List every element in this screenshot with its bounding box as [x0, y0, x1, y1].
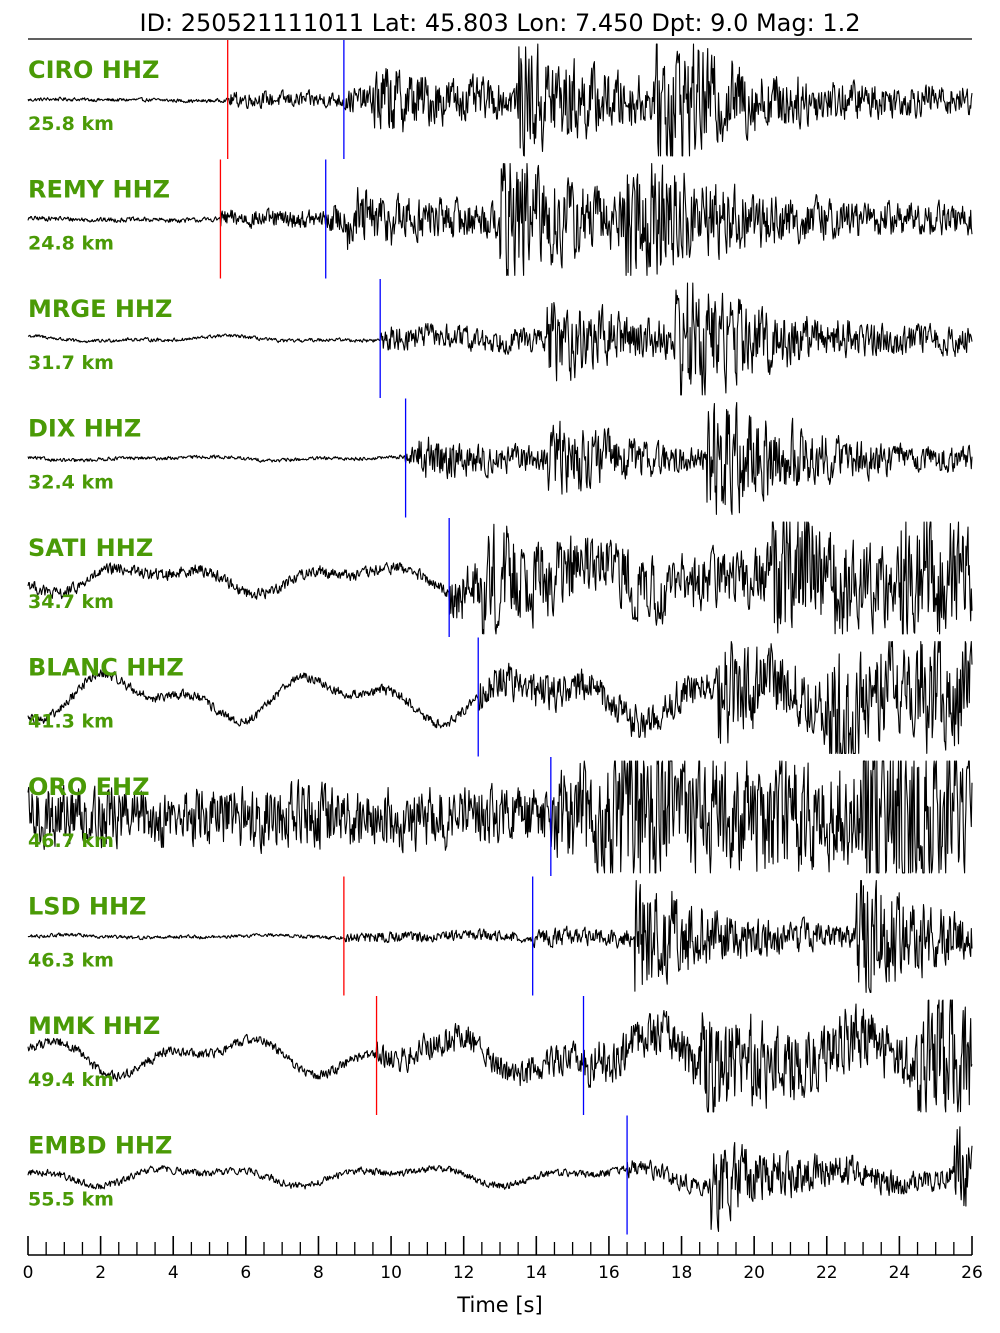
station-distance: 34.7 km: [28, 591, 114, 613]
chart-title: ID: 250521111011 Lat: 45.803 Lon: 7.450 …: [139, 9, 860, 37]
station-name: SATI HHZ: [28, 534, 153, 562]
x-tick-label: 2: [95, 1263, 106, 1283]
station-distance: 32.4 km: [28, 472, 114, 494]
station-distance: 55.5 km: [28, 1189, 114, 1211]
station-distance: 46.3 km: [28, 950, 114, 972]
waveform-trace: [27, 880, 973, 993]
x-axis-label: Time [s]: [456, 1293, 542, 1317]
waveform-trace: [27, 999, 973, 1113]
waveform-trace: [27, 43, 973, 157]
x-tick-label: 26: [961, 1263, 983, 1283]
station-row: EMBD HHZ 55.5 km: [27, 1115, 973, 1235]
station-distance: 41.3 km: [28, 711, 114, 733]
station-name: MMK HHZ: [28, 1012, 160, 1040]
waveform-trace: [27, 163, 973, 276]
station-name: MRGE HHZ: [28, 295, 172, 323]
waveform-trace: [27, 521, 973, 635]
station-row: ORO EHZ 46.7 km: [27, 757, 973, 876]
station-name: EMBD HHZ: [28, 1132, 172, 1160]
station-distance: 49.4 km: [28, 1069, 114, 1091]
station-name: ORO EHZ: [28, 773, 150, 801]
x-axis: 0 2 4 6 8 10 12 14 16 18 20 22 24 26: [23, 1236, 983, 1283]
station-name: BLANC HHZ: [28, 654, 184, 682]
x-tick-label: 6: [240, 1263, 251, 1283]
station-name: REMY HHZ: [28, 176, 170, 204]
station-row: CIRO HHZ 25.8 km: [27, 40, 973, 159]
station-distance: 25.8 km: [28, 113, 114, 135]
x-tick-label: 22: [816, 1263, 838, 1283]
waveform-trace: [27, 282, 973, 396]
x-tick-label: 0: [23, 1263, 34, 1283]
station-name: CIRO HHZ: [28, 56, 159, 84]
x-tick-label: 18: [671, 1263, 693, 1283]
station-row: DIX HHZ 32.4 km: [27, 398, 973, 518]
station-distance: 24.8 km: [28, 233, 114, 255]
station-distance: 31.7 km: [28, 352, 114, 374]
station-name: DIX HHZ: [28, 415, 141, 443]
waveform-trace: [27, 760, 973, 874]
x-tick-label: 14: [525, 1263, 547, 1283]
station-row: MRGE HHZ 31.7 km: [27, 279, 973, 398]
station-row: LSD HHZ 46.3 km: [27, 876, 973, 996]
station-row: BLANC HHZ 41.3 km: [27, 637, 973, 757]
waveform-trace: [27, 1126, 973, 1232]
station-row: REMY HHZ 24.8 km: [27, 159, 973, 279]
x-tick-label: 20: [743, 1263, 765, 1283]
x-tick-label: 10: [380, 1263, 402, 1283]
station-distance: 46.7 km: [28, 830, 114, 852]
x-tick-label: 16: [598, 1263, 620, 1283]
station-row: SATI HHZ 34.7 km: [27, 518, 973, 637]
waveform-trace: [27, 641, 973, 754]
x-tick-label: 12: [453, 1263, 475, 1283]
traces-group: CIRO HHZ 25.8 km REMY HHZ 24.8 km MRGE HHZ 31…: [27, 40, 973, 1235]
x-tick-label: 8: [313, 1263, 324, 1283]
station-row: MMK HHZ 49.4 km: [27, 996, 973, 1115]
x-tick-label: 4: [168, 1263, 179, 1283]
x-tick-label: 24: [889, 1263, 911, 1283]
station-name: LSD HHZ: [28, 893, 146, 921]
waveform-trace: [27, 402, 973, 515]
